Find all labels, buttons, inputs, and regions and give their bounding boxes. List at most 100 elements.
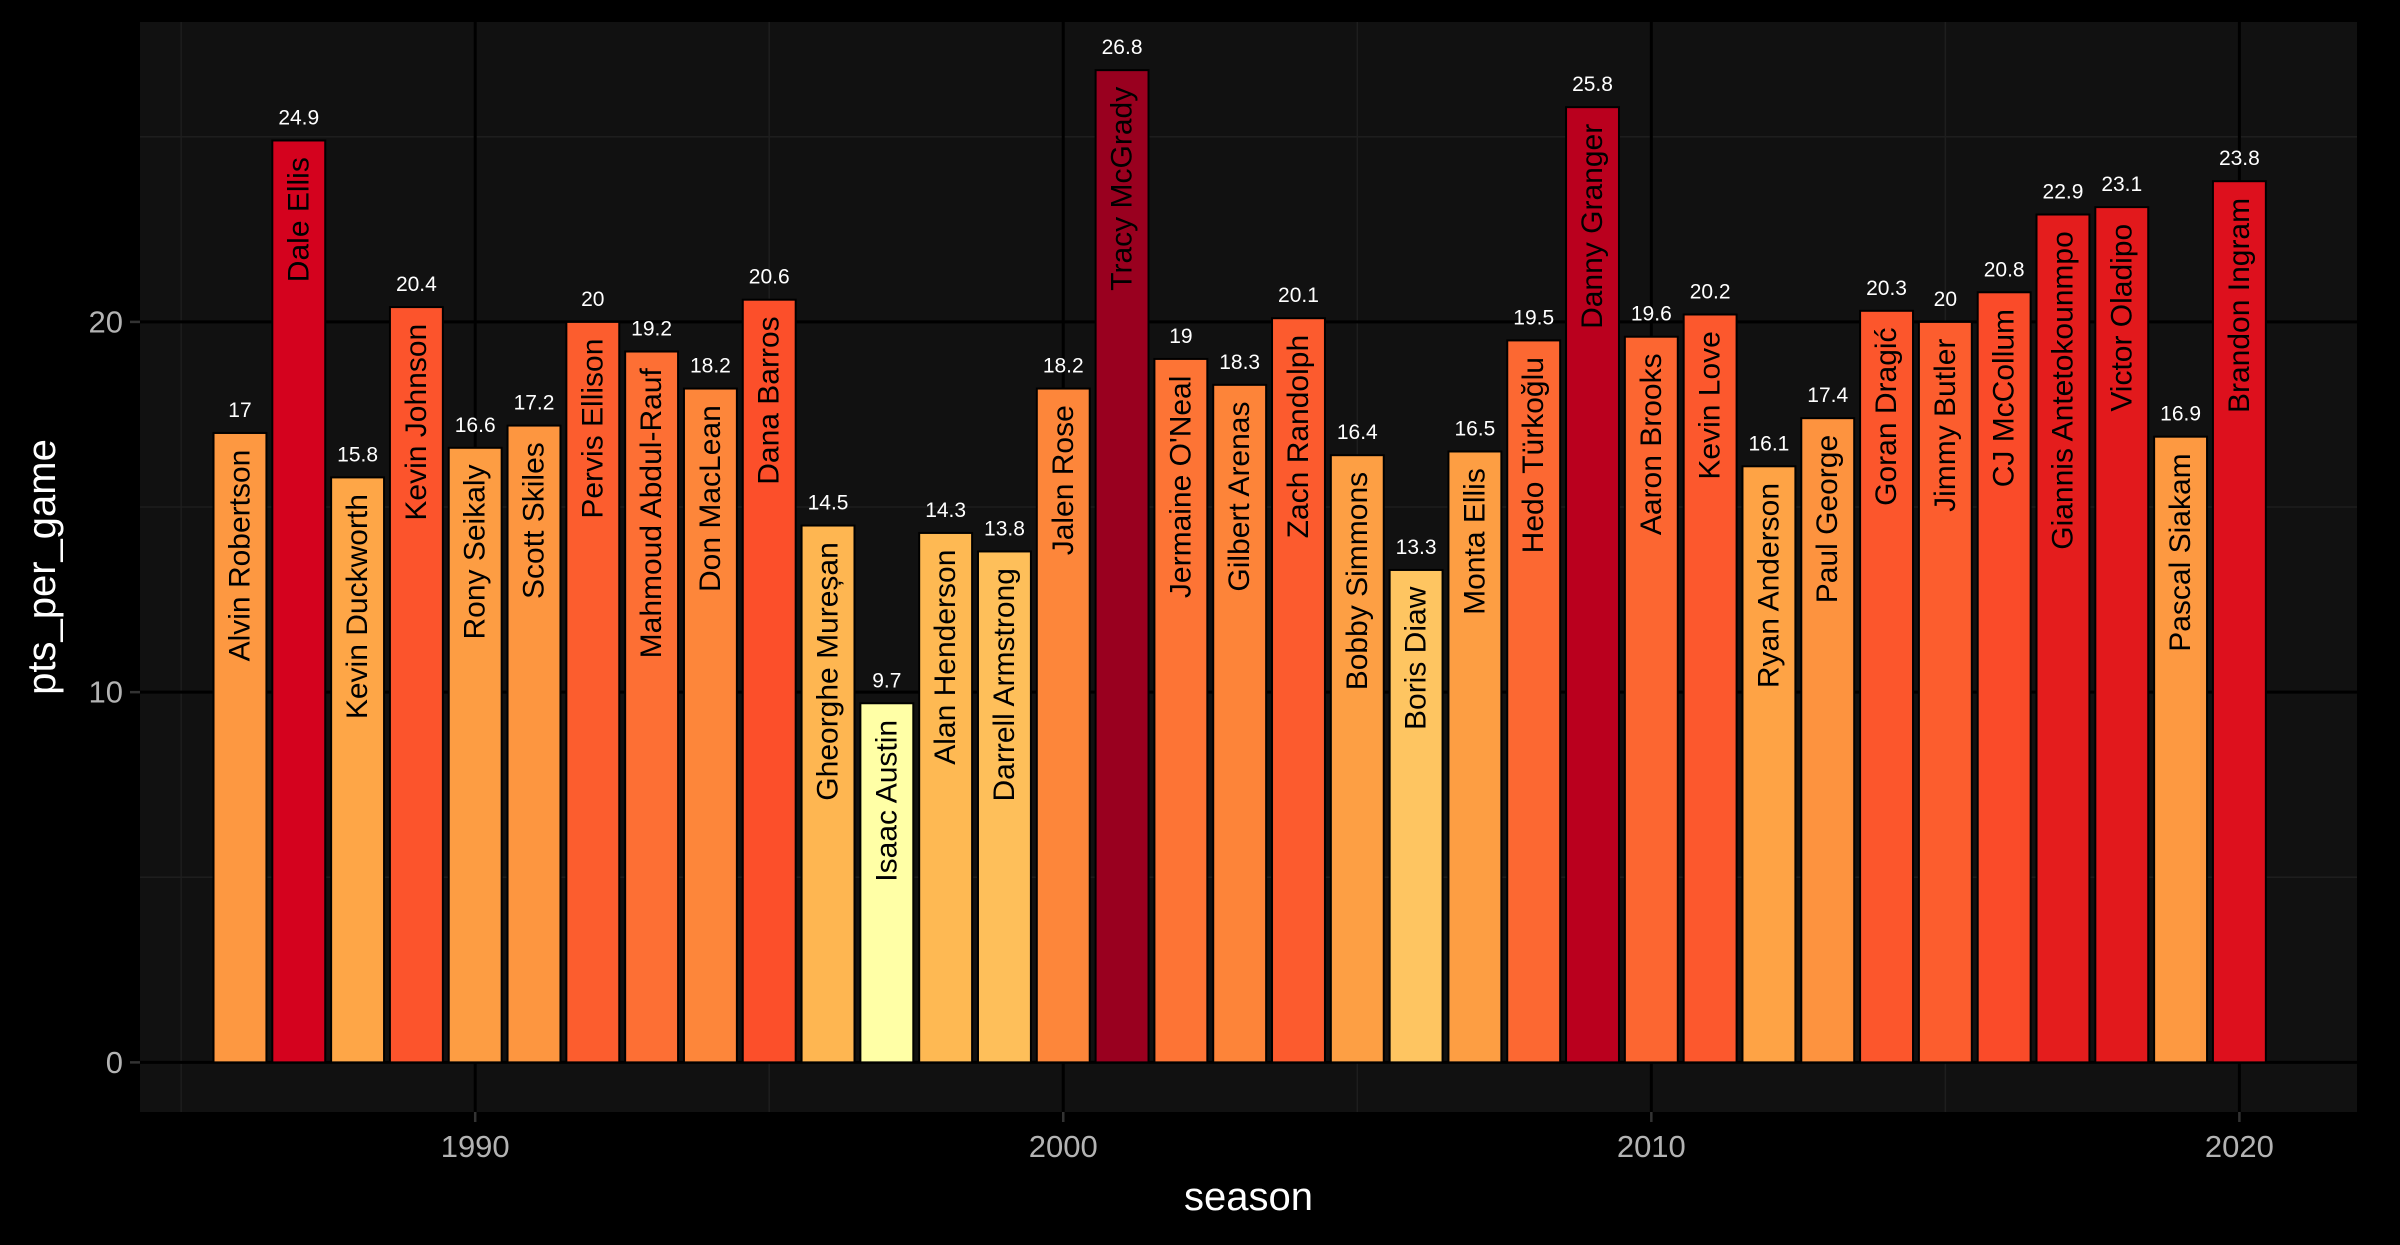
y-axis-title: pts_per_game	[20, 439, 64, 695]
bar-1999	[976, 550, 1032, 1064]
player-label-1998: Alan Henderson	[929, 550, 962, 765]
value-label-2008: 19.5	[1513, 306, 1554, 329]
value-label-1987: 24.9	[278, 106, 319, 129]
player-label-2004: Zach Randolph	[1282, 335, 1315, 538]
bar-2019	[2153, 435, 2209, 1064]
x-tick-label: 2020	[2205, 1129, 2274, 1164]
value-label-2000: 18.2	[1043, 355, 1084, 378]
player-label-2019: Pascal Siakam	[2164, 453, 2197, 651]
bar-value-labels: 17 24.9 15.8 20.4 16.6 17.2 20 19.2 18.2 20.6 14.5…	[228, 36, 2260, 692]
bar-1990	[447, 446, 503, 1064]
bar-2011	[1682, 313, 1738, 1064]
player-label-1987: Dale Ellis	[282, 157, 315, 282]
bar-1991	[506, 424, 562, 1064]
bar-2006	[1388, 568, 1444, 1064]
value-label-2004: 20.1	[1278, 284, 1319, 307]
value-label-2014: 20.3	[1866, 277, 1907, 300]
player-label-1992: Pervis Ellison	[576, 339, 609, 519]
player-label-1989: Kevin Johnson	[400, 324, 433, 521]
player-label-2003: Gilbert Arenas	[1223, 402, 1256, 592]
player-label-2007: Monta Ellis	[1458, 468, 1491, 615]
bar-1986	[212, 431, 268, 1064]
y-tick-label: 0	[106, 1045, 123, 1080]
player-label-2018: Victor Oladipo	[2105, 224, 2138, 412]
x-tick-label: 2010	[1617, 1129, 1686, 1164]
y-tick-label: 20	[89, 304, 123, 339]
bar-1997	[859, 702, 915, 1064]
player-label-1990: Rony Seikaly	[459, 464, 492, 639]
bar-2020	[2211, 180, 2267, 1064]
bar-1995	[741, 298, 797, 1064]
bar-1996	[800, 524, 856, 1064]
value-label-2013: 17.4	[1807, 384, 1848, 407]
player-label-2017: Giannis Antetokounmpo	[2046, 231, 2079, 550]
player-label-2020: Brandon Ingram	[2223, 198, 2256, 413]
bar-2012	[1741, 465, 1797, 1064]
player-label-1993: Mahmoud Abdul-Rauf	[635, 368, 668, 659]
bar-2002	[1153, 357, 1209, 1064]
player-label-2016: CJ McCollum	[1988, 309, 2021, 487]
bar-2013	[1800, 417, 1856, 1064]
bar-2009	[1565, 106, 1620, 1064]
player-label-2015: Jimmy Butler	[1929, 339, 1962, 512]
bar-2015	[1917, 320, 1973, 1064]
value-label-1989: 20.4	[396, 273, 437, 296]
value-label-2015: 20	[1934, 288, 1957, 311]
value-label-1993: 19.2	[631, 318, 672, 341]
value-label-1990: 16.6	[455, 414, 496, 437]
player-label-2013: Paul George	[1811, 435, 1844, 603]
bar-2004	[1271, 317, 1326, 1064]
player-label-1988: Kevin Duckworth	[341, 494, 374, 719]
bar-2014	[1859, 309, 1915, 1064]
value-label-2017: 22.9	[2043, 181, 2084, 204]
value-label-2005: 16.4	[1337, 421, 1378, 444]
value-label-1986: 17	[228, 399, 251, 422]
player-label-1986: Alvin Robertson	[223, 450, 256, 662]
bar-2010	[1623, 335, 1679, 1064]
bar-1998	[918, 531, 974, 1064]
bar-1992	[565, 320, 621, 1064]
player-label-2012: Ryan Anderson	[1752, 483, 1785, 688]
bar-1989	[388, 306, 444, 1064]
y-tick-label: 10	[89, 675, 123, 710]
player-label-2000: Jalen Rose	[1047, 405, 1080, 555]
player-label-2014: Goran Dragić	[1870, 327, 1903, 505]
bar-2003	[1212, 383, 1268, 1064]
value-label-1999: 13.8	[984, 517, 1025, 540]
player-label-1995: Dana Barros	[753, 316, 786, 484]
bars-layer	[212, 69, 2267, 1064]
value-label-2018: 23.1	[2101, 173, 2142, 196]
player-label-2002: Jermaine O'Neal	[1164, 376, 1197, 598]
player-label-2011: Kevin Love	[1694, 331, 1727, 479]
value-label-1991: 17.2	[514, 392, 555, 415]
bar-2016	[1976, 291, 2032, 1064]
x-axis-title: season	[1184, 1175, 1313, 1219]
bar-2018	[2094, 206, 2150, 1064]
bar-1993	[624, 350, 680, 1064]
bar-2005	[1329, 454, 1385, 1064]
player-label-2001: Tracy McGrady	[1106, 87, 1139, 291]
x-tick-label: 1990	[441, 1129, 510, 1164]
value-label-1996: 14.5	[808, 492, 849, 515]
value-label-1998: 14.3	[925, 499, 966, 522]
player-label-2010: Aaron Brooks	[1635, 353, 1668, 535]
player-label-1994: Don MacLean	[694, 405, 727, 592]
value-label-2002: 19	[1169, 325, 1192, 348]
player-label-1996: Gheorghe Mureșan	[812, 542, 845, 801]
player-label-1991: Scott Skiles	[518, 442, 551, 599]
bar-2008	[1506, 339, 1562, 1064]
value-label-2011: 20.2	[1690, 280, 1731, 303]
value-label-1992: 20	[581, 288, 604, 311]
bar-1987	[271, 139, 327, 1064]
bar-2001	[1094, 69, 1150, 1064]
player-label-1999: Darrell Armstrong	[988, 568, 1021, 801]
player-label-2005: Bobby Simmons	[1341, 472, 1374, 690]
value-label-2010: 19.6	[1631, 303, 1672, 326]
value-label-1988: 15.8	[337, 443, 378, 466]
value-label-2001: 26.8	[1102, 36, 1143, 59]
value-label-2007: 16.5	[1454, 417, 1495, 440]
player-label-2006: Boris Diaw	[1400, 586, 1433, 730]
value-label-2020: 23.8	[2219, 147, 2260, 170]
value-label-2012: 16.1	[1748, 432, 1789, 455]
